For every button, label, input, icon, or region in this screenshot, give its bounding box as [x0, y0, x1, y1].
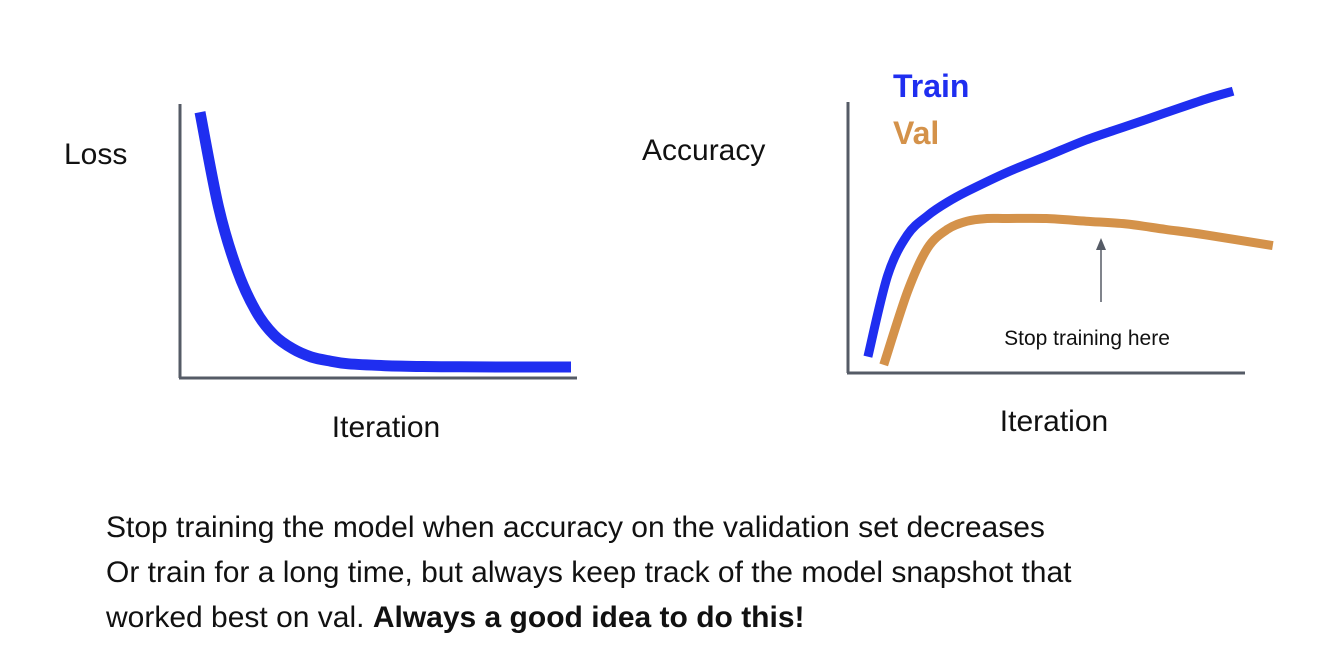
legend-train-label: Train	[893, 68, 969, 104]
caption-line-3-bold: Always a good idea to do this!	[372, 601, 805, 634]
acc-y-label: Accuracy	[642, 134, 765, 167]
accuracy-chart: Stop training here Train Val Accuracy It…	[642, 68, 1274, 438]
annotation-label: Stop training here	[1004, 327, 1170, 350]
acc-series-line-train	[863, 86, 1235, 358]
acc-x-label: Iteration	[1000, 405, 1108, 438]
acc-series-line-val	[879, 213, 1274, 367]
loss-series-line-0	[194, 111, 571, 373]
loss-chart: Loss Iteration	[64, 104, 577, 444]
caption-line-3-normal: worked best on val.	[106, 601, 373, 634]
charts-svg: Loss Iteration Stop training here Train …	[64, 68, 1274, 444]
acc-series-group	[863, 86, 1274, 367]
loss-y-label: Loss	[64, 138, 127, 171]
caption: Stop training the model when accuracy on…	[106, 505, 1326, 640]
caption-line-3: worked best on val. Always a good idea t…	[106, 595, 1326, 640]
loss-series-group	[194, 111, 571, 373]
caption-line-1: Stop training the model when accuracy on…	[106, 511, 1045, 544]
annotation-arrow-head	[1096, 238, 1106, 250]
caption-line-2: Or train for a long time, but always kee…	[106, 556, 1072, 589]
loss-x-label: Iteration	[332, 411, 440, 444]
legend-val-label: Val	[893, 115, 939, 151]
